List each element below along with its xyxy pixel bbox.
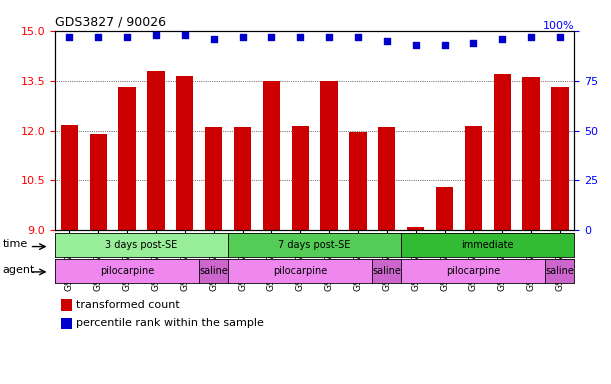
Bar	[522, 77, 540, 230]
Bar	[176, 76, 194, 230]
Point	[209, 36, 219, 42]
Bar	[320, 81, 338, 230]
Bar	[349, 132, 367, 230]
Text: transformed count: transformed count	[76, 300, 180, 310]
Text: percentile rank within the sample: percentile rank within the sample	[76, 318, 264, 328]
Point	[324, 34, 334, 40]
Bar	[465, 126, 482, 230]
Point	[411, 41, 420, 48]
Text: immediate: immediate	[461, 240, 514, 250]
Text: 3 days post-SE: 3 days post-SE	[106, 240, 178, 250]
Bar	[90, 134, 107, 230]
Point	[93, 34, 103, 40]
Point	[526, 34, 536, 40]
Bar	[119, 87, 136, 230]
Bar	[263, 81, 280, 230]
Bar	[378, 127, 395, 230]
Text: pilocarpine: pilocarpine	[446, 266, 500, 276]
Text: time: time	[2, 239, 28, 249]
Text: saline: saline	[199, 266, 228, 276]
Point	[151, 31, 161, 38]
Bar	[205, 127, 222, 230]
Point	[382, 38, 392, 44]
Text: 7 days post-SE: 7 days post-SE	[279, 240, 351, 250]
Bar	[551, 87, 569, 230]
Point	[295, 34, 305, 40]
Text: saline: saline	[546, 266, 574, 276]
Bar	[234, 127, 251, 230]
Bar	[407, 227, 424, 230]
Bar	[291, 126, 309, 230]
Point	[122, 34, 132, 40]
Bar	[60, 125, 78, 230]
Text: GDS3827 / 90026: GDS3827 / 90026	[55, 15, 166, 28]
Point	[266, 34, 276, 40]
Text: saline: saline	[372, 266, 401, 276]
Point	[497, 36, 507, 42]
Bar	[147, 71, 164, 230]
Bar	[494, 74, 511, 230]
Text: pilocarpine: pilocarpine	[100, 266, 154, 276]
Text: 100%: 100%	[543, 21, 574, 31]
Point	[439, 41, 449, 48]
Point	[555, 34, 565, 40]
Bar	[436, 187, 453, 230]
Point	[180, 31, 189, 38]
Point	[238, 34, 247, 40]
Text: agent: agent	[2, 265, 35, 275]
Point	[469, 40, 478, 46]
Point	[353, 34, 363, 40]
Text: pilocarpine: pilocarpine	[273, 266, 327, 276]
Point	[65, 34, 75, 40]
